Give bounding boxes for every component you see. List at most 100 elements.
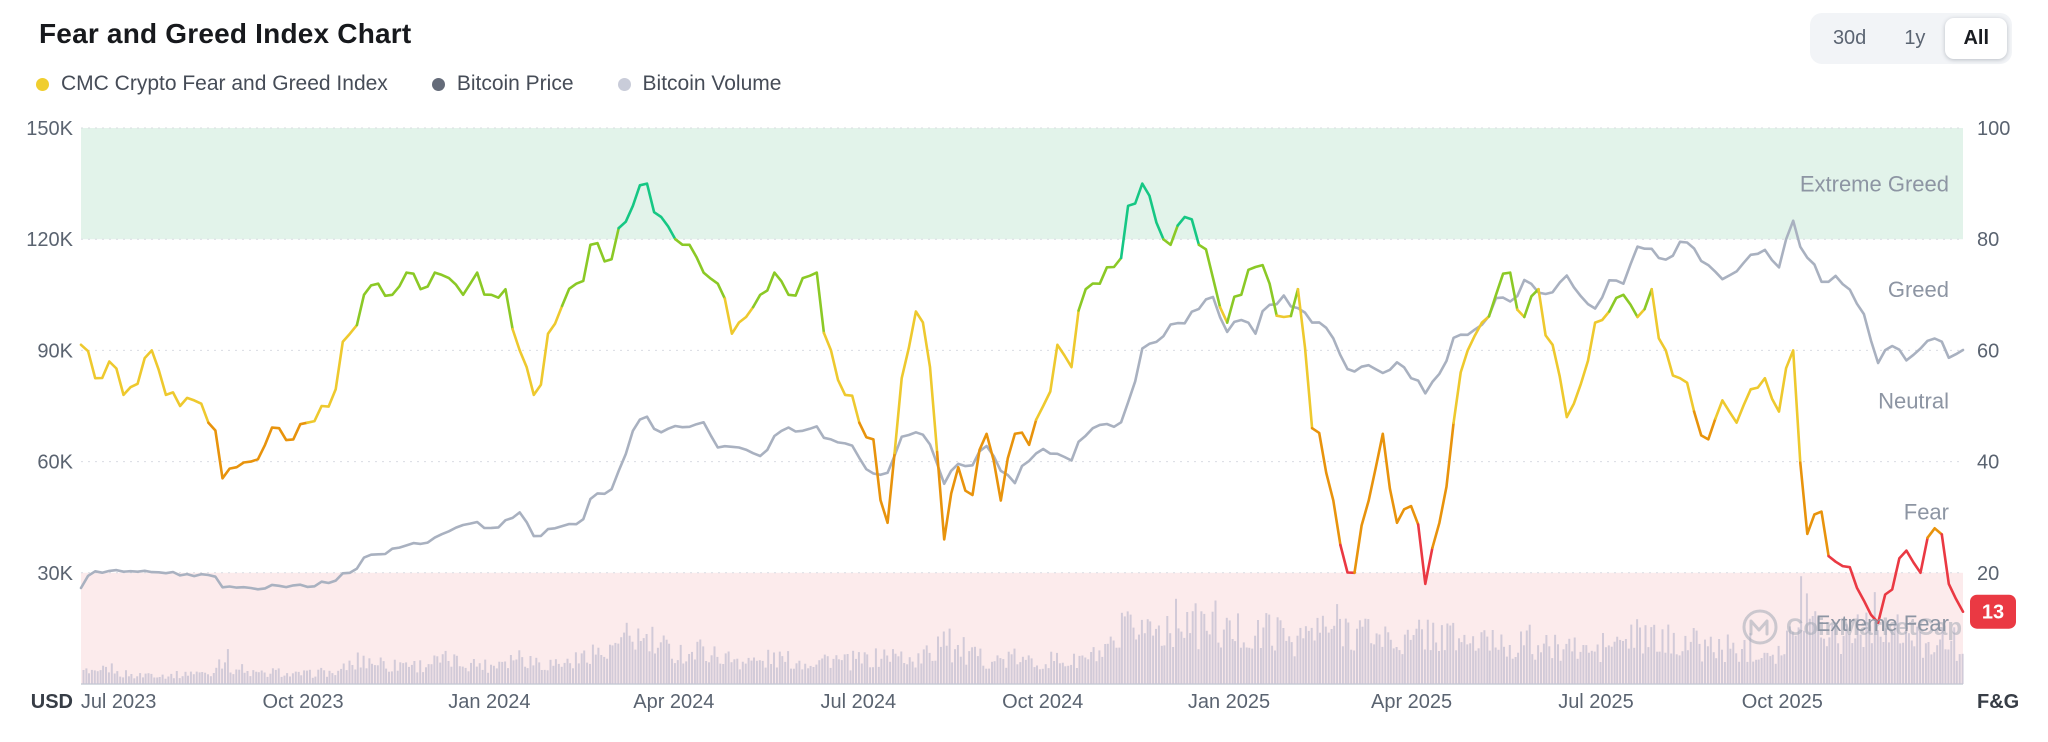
chart-legend: CMC Crypto Fear and Greed Index Bitcoin … <box>36 72 781 96</box>
volume-bar <box>113 673 116 684</box>
volume-bar <box>1327 632 1330 684</box>
volume-bar <box>408 666 410 684</box>
volume-bar <box>342 663 345 684</box>
volume-bar <box>1788 626 1791 684</box>
fng-line-segment <box>1197 243 1222 309</box>
volume-bar <box>897 656 900 684</box>
volume-bar <box>719 663 722 684</box>
volume-bar <box>982 665 985 684</box>
volume-bar <box>289 676 291 684</box>
legend-item-label: Bitcoin Volume <box>642 72 782 95</box>
volume-bar <box>1438 651 1440 684</box>
volume-bar <box>1160 645 1163 684</box>
volume-bar <box>1024 659 1027 684</box>
volume-bar <box>1749 633 1752 684</box>
volume-bar <box>1604 647 1607 684</box>
volume-bar <box>928 652 931 684</box>
volume-bar <box>1961 653 1964 684</box>
volume-bar <box>1163 645 1166 684</box>
volume-bar <box>552 665 555 684</box>
volume-bar <box>1613 641 1616 684</box>
volume-bar <box>577 663 580 684</box>
volume-bar <box>1296 635 1299 684</box>
volume-bar <box>908 657 911 684</box>
volume-bar <box>1307 630 1310 684</box>
volume-bar <box>1950 640 1953 684</box>
volume-bar <box>334 675 337 684</box>
volume-bar <box>85 668 88 684</box>
volume-bar <box>1044 664 1047 684</box>
volume-bar <box>1514 657 1517 684</box>
volume-bar <box>1073 653 1075 684</box>
volume-bar <box>1288 636 1291 684</box>
volume-bar <box>326 676 328 684</box>
volume-bar <box>823 654 826 684</box>
volume-bar <box>1166 616 1169 684</box>
volume-bar <box>1913 646 1916 684</box>
volume-bar <box>158 677 161 684</box>
range-button-all[interactable]: All <box>1945 18 2007 59</box>
volume-bar <box>1955 660 1958 684</box>
current-value-badge-bg <box>1970 594 2016 629</box>
volume-bar <box>1483 630 1486 684</box>
range-button-1y[interactable]: 1y <box>1886 18 1943 59</box>
volume-bar <box>521 657 524 684</box>
volume-bar <box>1316 617 1319 684</box>
volume-bar <box>540 670 543 684</box>
volume-bar <box>724 653 727 684</box>
bitcoin-volume-legend-dot-icon <box>617 77 631 91</box>
right-axis-tick: 20 <box>1977 563 1999 585</box>
volume-bar <box>1783 654 1786 684</box>
fng-line-segment <box>1162 224 1179 247</box>
volume-bar <box>1630 624 1633 684</box>
volume-bar <box>1771 654 1774 684</box>
volume-bar <box>472 659 475 684</box>
fng-line-segment <box>1926 527 1944 539</box>
volume-bar <box>1412 635 1415 684</box>
volume-bar <box>161 674 164 684</box>
volume-bar <box>606 658 609 684</box>
volume-bar <box>311 677 314 684</box>
volume-bar <box>611 645 614 684</box>
volume-bar <box>790 668 792 684</box>
volume-bar <box>795 663 798 684</box>
volume-bar <box>390 671 393 684</box>
volume-bar <box>821 658 824 684</box>
volume-bar <box>1245 647 1248 684</box>
volume-bar <box>1030 658 1033 684</box>
volume-bar <box>257 672 260 684</box>
volume-bar <box>883 649 886 684</box>
volume-bar <box>1392 648 1395 684</box>
volume-bar <box>1873 592 1876 684</box>
volume-bar <box>637 628 640 684</box>
volume-bar <box>1064 666 1067 684</box>
volume-bar <box>809 665 812 684</box>
volume-bar <box>1675 654 1678 684</box>
x-axis-tick: Oct 2024 <box>1002 691 1083 713</box>
volume-bar <box>1658 651 1661 684</box>
volume-bar <box>1540 652 1542 684</box>
volume-bar <box>767 649 770 684</box>
volume-bar <box>1650 627 1653 684</box>
volume-bar <box>1389 639 1392 684</box>
volume-bar <box>1907 633 1910 684</box>
range-button-30d[interactable]: 30d <box>1815 18 1884 59</box>
volume-bar <box>1279 620 1282 684</box>
volume-bar <box>750 660 753 684</box>
right-axis-ticks: 100 80 60 40 20 F&G <box>1977 118 2019 713</box>
volume-bar <box>82 670 85 684</box>
volume-bar <box>1019 662 1022 684</box>
volume-bar <box>1579 651 1582 684</box>
volume-bar <box>843 654 846 684</box>
zone-label: Extreme Greed <box>1800 172 1949 197</box>
volume-bar <box>1321 615 1324 684</box>
volume-bar <box>659 642 662 684</box>
volume-bar <box>526 668 529 684</box>
fng-line-segment <box>1275 314 1293 319</box>
volume-bar <box>880 658 883 684</box>
volume-bar <box>710 655 713 684</box>
volume-bar <box>1695 630 1698 684</box>
legend-item-label: CMC Crypto Fear and Greed Index <box>61 72 388 95</box>
volume-bar <box>495 668 498 684</box>
volume-bar <box>1053 661 1056 684</box>
